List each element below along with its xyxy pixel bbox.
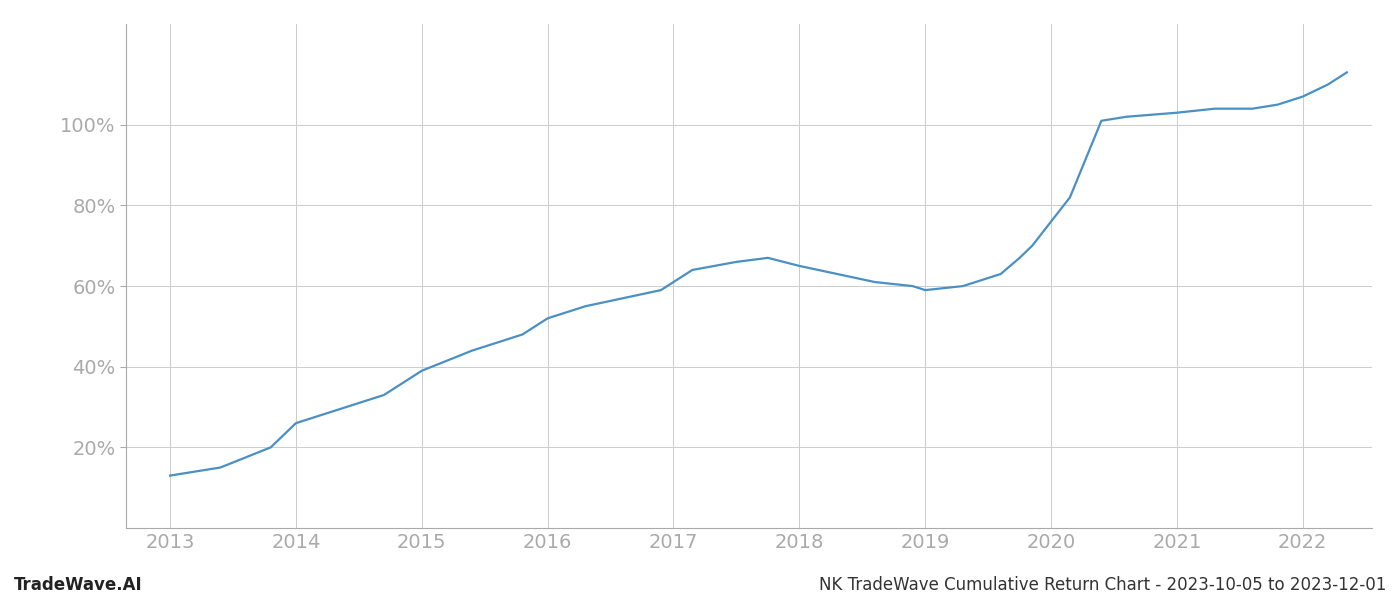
Text: TradeWave.AI: TradeWave.AI <box>14 576 143 594</box>
Text: NK TradeWave Cumulative Return Chart - 2023-10-05 to 2023-12-01: NK TradeWave Cumulative Return Chart - 2… <box>819 576 1386 594</box>
